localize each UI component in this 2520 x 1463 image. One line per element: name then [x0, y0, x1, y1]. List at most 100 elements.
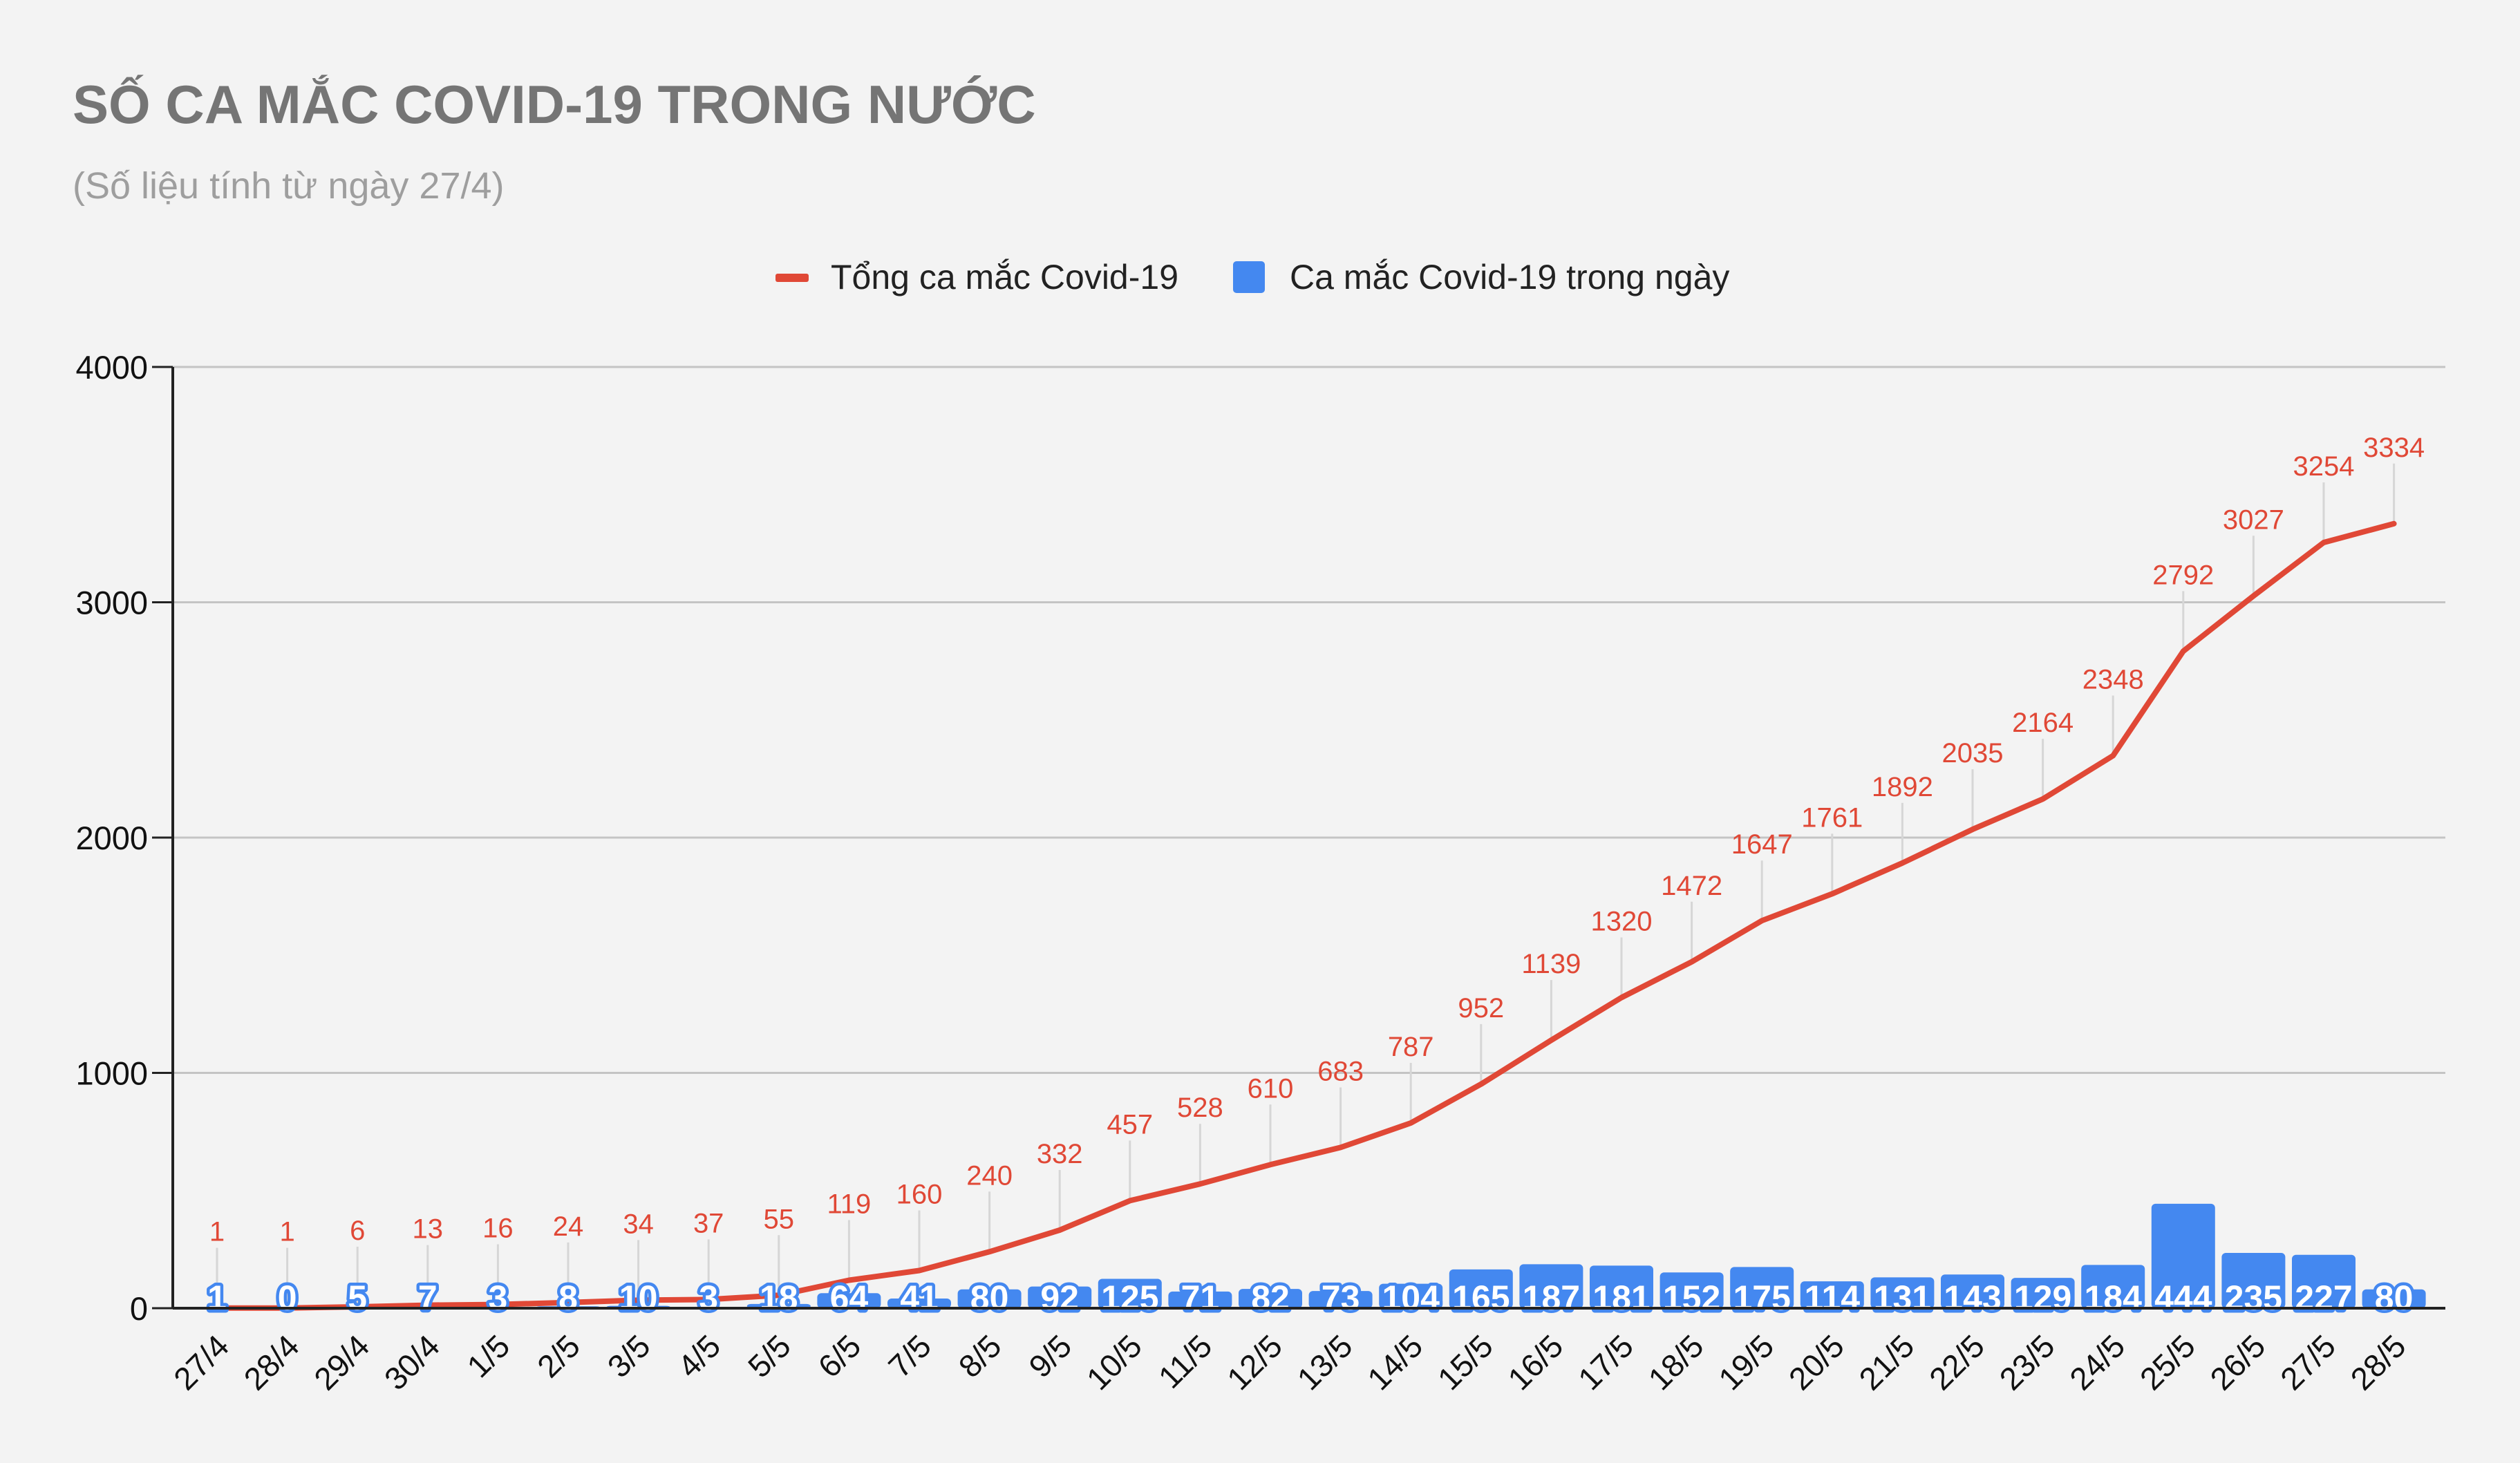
total-data-label: 2348: [2082, 665, 2144, 695]
total-data-label: 6: [350, 1216, 365, 1246]
x-tick-label: 21/5: [1852, 1328, 1921, 1397]
total-label-leaders: [216, 463, 2396, 1308]
daily-data-label: 18: [760, 1278, 798, 1317]
grid: [173, 366, 2445, 1074]
daily-bar: [1449, 1269, 1513, 1308]
total-data-label: 37: [693, 1208, 724, 1238]
total-data-label: 528: [1177, 1093, 1223, 1123]
x-tick-label: 29/4: [307, 1328, 376, 1397]
total-data-label: 3027: [2223, 504, 2284, 535]
daily-bar: [1800, 1281, 1864, 1308]
x-tick-label: 1/5: [460, 1328, 516, 1384]
total-data-label: 3334: [2363, 433, 2425, 463]
daily-bar: [2362, 1289, 2426, 1308]
x-tick-label: 13/5: [1290, 1328, 1360, 1397]
daily-data-label: 10: [619, 1278, 658, 1317]
x-tick-label: 4/5: [670, 1328, 727, 1384]
total-data-label: 787: [1388, 1032, 1434, 1062]
total-data-label: 610: [1248, 1073, 1294, 1104]
total-data-label: 24: [553, 1211, 584, 1242]
total-data-label: 34: [623, 1209, 654, 1239]
total-data-label: 683: [1317, 1056, 1364, 1086]
total-data-label: 332: [1037, 1139, 1083, 1169]
daily-bar: [2151, 1203, 2215, 1308]
total-data-label: 1: [209, 1217, 225, 1247]
y-tick-label: 4000: [75, 349, 148, 386]
daily-data-label: 235: [2225, 1278, 2282, 1317]
x-tick-label: 7/5: [881, 1328, 938, 1384]
total-data-label: 1320: [1591, 907, 1653, 937]
x-tick-label: 2/5: [530, 1328, 587, 1384]
total-data-label: 457: [1107, 1109, 1153, 1140]
chart-subtitle: (Số liệu tính từ ngày 27/4): [73, 165, 505, 207]
daily-data-label: 165: [1452, 1278, 1510, 1317]
daily-bar: [1590, 1265, 1653, 1308]
x-tick-label: 25/5: [2133, 1328, 2202, 1397]
daily-bar: [1098, 1278, 1162, 1308]
total-data-label: 2164: [2012, 708, 2074, 738]
total-data-label: 1892: [1872, 772, 1933, 802]
total-data-label: 2792: [2152, 560, 2214, 590]
daily-data-label: 181: [1592, 1278, 1650, 1317]
x-tick-label: 28/5: [2344, 1328, 2413, 1397]
total-data-label: 1761: [1801, 802, 1863, 833]
daily-bars: [185, 1203, 2426, 1308]
daily-data-label: 92: [1040, 1278, 1079, 1317]
x-tick-label: 30/4: [377, 1328, 446, 1397]
x-tick-label: 9/5: [1022, 1328, 1078, 1384]
daily-data-label: 8: [558, 1278, 578, 1317]
daily-bar: [1308, 1291, 1373, 1308]
daily-bar: [1028, 1286, 1092, 1308]
daily-bar: [2081, 1265, 2145, 1308]
daily-bar: [2221, 1252, 2286, 1308]
total-data-label: 2035: [1942, 738, 2004, 768]
daily-data-label: 129: [2014, 1278, 2071, 1317]
x-tick-label: 10/5: [1080, 1328, 1149, 1397]
x-tick-label: 18/5: [1642, 1328, 1711, 1397]
x-tick-label: 27/5: [2273, 1328, 2342, 1397]
daily-data-label: 5: [348, 1278, 367, 1317]
y-axis-ticks: 0 1000 2000 3000 4000: [75, 349, 173, 1327]
x-tick-label: 19/5: [1711, 1328, 1780, 1397]
chart-title: SỐ CA MẮC COVID-19 TRONG NƯỚC: [73, 74, 1036, 135]
daily-data-label: 175: [1733, 1278, 1790, 1317]
daily-bar: [1659, 1272, 1724, 1308]
x-tick-label: 8/5: [952, 1328, 1008, 1384]
x-tick-label: 12/5: [1220, 1328, 1289, 1397]
daily-bar: [1941, 1274, 2004, 1308]
total-data-label: 240: [966, 1160, 1013, 1191]
daily-bar: [1730, 1267, 1794, 1308]
x-tick-label: 15/5: [1431, 1328, 1500, 1397]
daily-data-label: 125: [1101, 1278, 1158, 1317]
daily-data-label: 71: [1181, 1278, 1220, 1317]
x-tick-label: 20/5: [1782, 1328, 1851, 1397]
daily-bar: [1239, 1289, 1302, 1308]
daily-data-label: 41: [900, 1278, 939, 1317]
x-tick-label: 27/4: [167, 1328, 236, 1397]
x-tick-label: 26/5: [2203, 1328, 2272, 1397]
total-data-label: 1: [279, 1217, 294, 1247]
y-tick-label: 0: [130, 1290, 148, 1327]
legend-swatch-total: [775, 274, 809, 282]
daily-bar: [817, 1293, 881, 1308]
total-line: [214, 520, 2397, 1311]
total-data-labels: 1 1 6 13 16 24 34 37 55 119 1602403324575286106837…: [209, 433, 2425, 1247]
x-tick-label: 6/5: [811, 1328, 867, 1384]
daily-bar: [887, 1299, 951, 1308]
daily-data-label: 152: [1663, 1278, 1720, 1317]
x-tick-label: 16/5: [1501, 1328, 1570, 1397]
daily-data-label: 64: [830, 1278, 869, 1317]
total-data-label: 952: [1458, 993, 1504, 1023]
x-axis-ticks: 27/4 28/4 29/4 30/4 1/5 2/5 3/5 4/5 5/5 6/5 7/5 8/5…: [167, 1328, 2413, 1397]
legend-swatch-daily: [1233, 261, 1265, 293]
daily-data-label: 3: [699, 1278, 718, 1317]
y-tick-label: 3000: [75, 585, 148, 621]
x-tick-label: 22/5: [1922, 1328, 1991, 1397]
total-data-label: 16: [482, 1214, 514, 1244]
total-data-label: 13: [413, 1214, 444, 1245]
daily-bar: [1519, 1264, 1583, 1308]
daily-data-label: 0: [278, 1278, 297, 1317]
daily-data-label: 3: [488, 1278, 507, 1317]
total-data-label: 55: [764, 1204, 795, 1234]
